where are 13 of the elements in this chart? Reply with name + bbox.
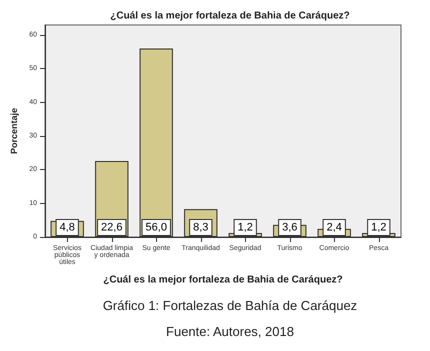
data-label: 2,4 [326,222,342,234]
data-label: 8,3 [193,222,208,234]
text: Gráfico 1: Fortalezas de Bahía de Caráquez [102,298,358,313]
data-label: 22,6 [101,222,122,234]
x-axis-title: ¿Cuál es la mejor fortaleza de Bahia de Caráquez? [103,274,343,286]
data-label: 56,0 [146,222,167,234]
data-label: 1,2 [238,222,253,234]
data-label: 4,8 [60,222,75,234]
chart-title: ¿Cuál es la mejor fortaleza de Bahia de Caráquez? [110,10,350,22]
y-axis-title: Porcentaje [8,108,19,154]
data-label: 3,6 [282,222,298,234]
data-label: 1,2 [371,222,386,234]
source-note: Fuente: Autores, 2018 [166,324,294,339]
